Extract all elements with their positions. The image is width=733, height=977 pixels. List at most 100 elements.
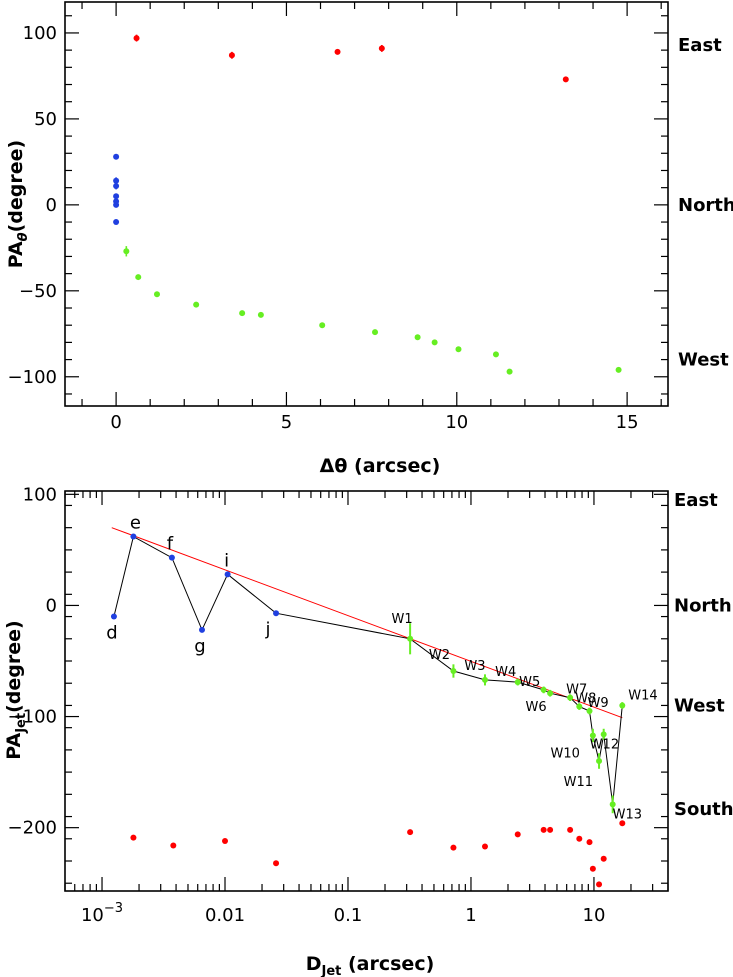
top-point-blue [113, 193, 120, 200]
bottom-point-red [619, 820, 626, 827]
bottom-y-tick-label: 0 [46, 595, 57, 616]
bottom-x-tick-label: 10 [583, 905, 606, 926]
top-ytick-labels: 100 50 0 −50 −100 [8, 23, 57, 388]
knot-label: W14 [628, 688, 657, 703]
top-panel: 100 50 0 −50 −100 0 5 10 15 East North West Δθ (a… [5, 1, 733, 477]
top-x-tick-label: 5 [281, 412, 292, 433]
top-direction-label: West [678, 350, 729, 371]
top-point-green [506, 368, 513, 375]
knot-label: W12 [590, 737, 619, 752]
bottom-direction-labels: East North West South [674, 490, 733, 820]
top-point-blue [113, 153, 120, 160]
top-x-axis-label: Δθ (arcsec) [320, 455, 441, 477]
bottom-direction-label: West [674, 695, 725, 716]
bottom-x-tick-label: 10−3 [81, 901, 123, 926]
bottom-point-red [481, 843, 488, 850]
top-point-blue [113, 201, 120, 208]
top-plot-frame [64, 1, 669, 407]
knot-label: W4 [495, 665, 516, 680]
knot-label: W8 [575, 692, 596, 707]
bottom-point-green [619, 702, 626, 709]
top-point-green [239, 310, 246, 317]
component-label: d [106, 623, 117, 644]
bottom-point-red [130, 834, 137, 841]
bottom-direction-label: North [674, 595, 732, 616]
top-point-red [228, 52, 235, 59]
top-point-blue [113, 182, 120, 189]
bottom-xtick-labels: 10−3 0.01 0.1 1 10 [81, 901, 605, 926]
bottom-point-red [547, 826, 554, 833]
bottom-y-tick-label: −200 [8, 818, 57, 839]
top-y-axis-label: PAθ(degree) [5, 140, 31, 268]
top-xtick-labels: 0 5 10 15 [110, 412, 638, 433]
bottom-point-red [596, 881, 603, 888]
bottom-point-green [589, 732, 596, 739]
bottom-point-red [567, 826, 574, 833]
bottom-point-green [481, 676, 488, 683]
top-y-tick-label: 0 [46, 195, 57, 216]
top-y-tick-label: −100 [8, 367, 57, 388]
component-label: e [130, 513, 141, 534]
bottom-point-green [609, 801, 616, 808]
bottom-point-red [600, 855, 607, 862]
bottom-ticks [64, 491, 669, 891]
bottom-x-tick-label: 0.1 [334, 905, 363, 926]
bottom-point-red [407, 829, 414, 836]
bottom-point-red [170, 842, 177, 849]
top-x-tick-label: 15 [616, 412, 639, 433]
knot-label: W6 [526, 700, 547, 715]
bottom-point-green [600, 731, 607, 738]
knot-label: W10 [550, 746, 579, 761]
bottom-direction-label: South [674, 799, 733, 820]
bottom-plot-frame [64, 490, 669, 892]
knot-label: W1 [392, 612, 413, 627]
bottom-point-green [540, 686, 547, 693]
bottom-point-green [450, 668, 457, 674]
bottom-point-green [547, 690, 554, 697]
top-point-green [455, 346, 462, 353]
component-label: i [224, 550, 229, 571]
bottom-point-blue [168, 554, 175, 561]
top-point-red [133, 35, 140, 42]
bottom-point-red [514, 831, 521, 838]
top-point-green [153, 291, 160, 298]
connecting-line [113, 535, 623, 805]
knot-label: W13 [613, 807, 642, 822]
top-y-tick-label: 100 [23, 23, 57, 44]
bottom-point-red [273, 860, 280, 867]
bottom-point-red [450, 844, 457, 851]
top-point-blue [113, 219, 120, 226]
bottom-x-tick-label: 1 [465, 905, 476, 926]
knot-label: W7 [566, 683, 587, 698]
knot-label: W5 [519, 675, 540, 690]
bottom-point-red [576, 835, 583, 842]
top-point-red [334, 48, 341, 55]
top-x-tick-label: 10 [445, 412, 468, 433]
top-y-tick-label: −50 [19, 281, 57, 302]
bottom-point-red [540, 826, 547, 833]
bottom-x-tick-exponent: −3 [104, 901, 123, 916]
bottom-panel: 100 0 −100 −200 10−3 0.01 0.1 1 10 East North Wes… [3, 484, 733, 977]
bottom-point-green [576, 703, 583, 710]
bottom-point-red [222, 838, 229, 844]
top-data-points [113, 34, 622, 375]
knot-label: W11 [564, 775, 593, 790]
bottom-y-tick-label: −100 [8, 707, 57, 728]
bottom-point-red [589, 865, 596, 872]
bottom-point-blue [273, 610, 280, 617]
bottom-connecting-lines [113, 535, 623, 805]
bottom-fit-line-group [111, 527, 623, 719]
bottom-y-tick-label: 100 [23, 484, 57, 505]
knot-label: W9 [588, 696, 609, 711]
bottom-point-blue [110, 613, 117, 620]
bottom-direction-label: East [674, 490, 718, 511]
bottom-point-green [407, 635, 414, 642]
top-point-green [372, 329, 379, 336]
top-point-blue [113, 177, 120, 184]
bottom-x-tick-label: 0.01 [205, 905, 245, 926]
top-x-tick-label: 0 [110, 412, 121, 433]
bottom-ytick-labels: 100 0 −100 −200 [8, 484, 57, 838]
bottom-point-red [586, 839, 593, 846]
